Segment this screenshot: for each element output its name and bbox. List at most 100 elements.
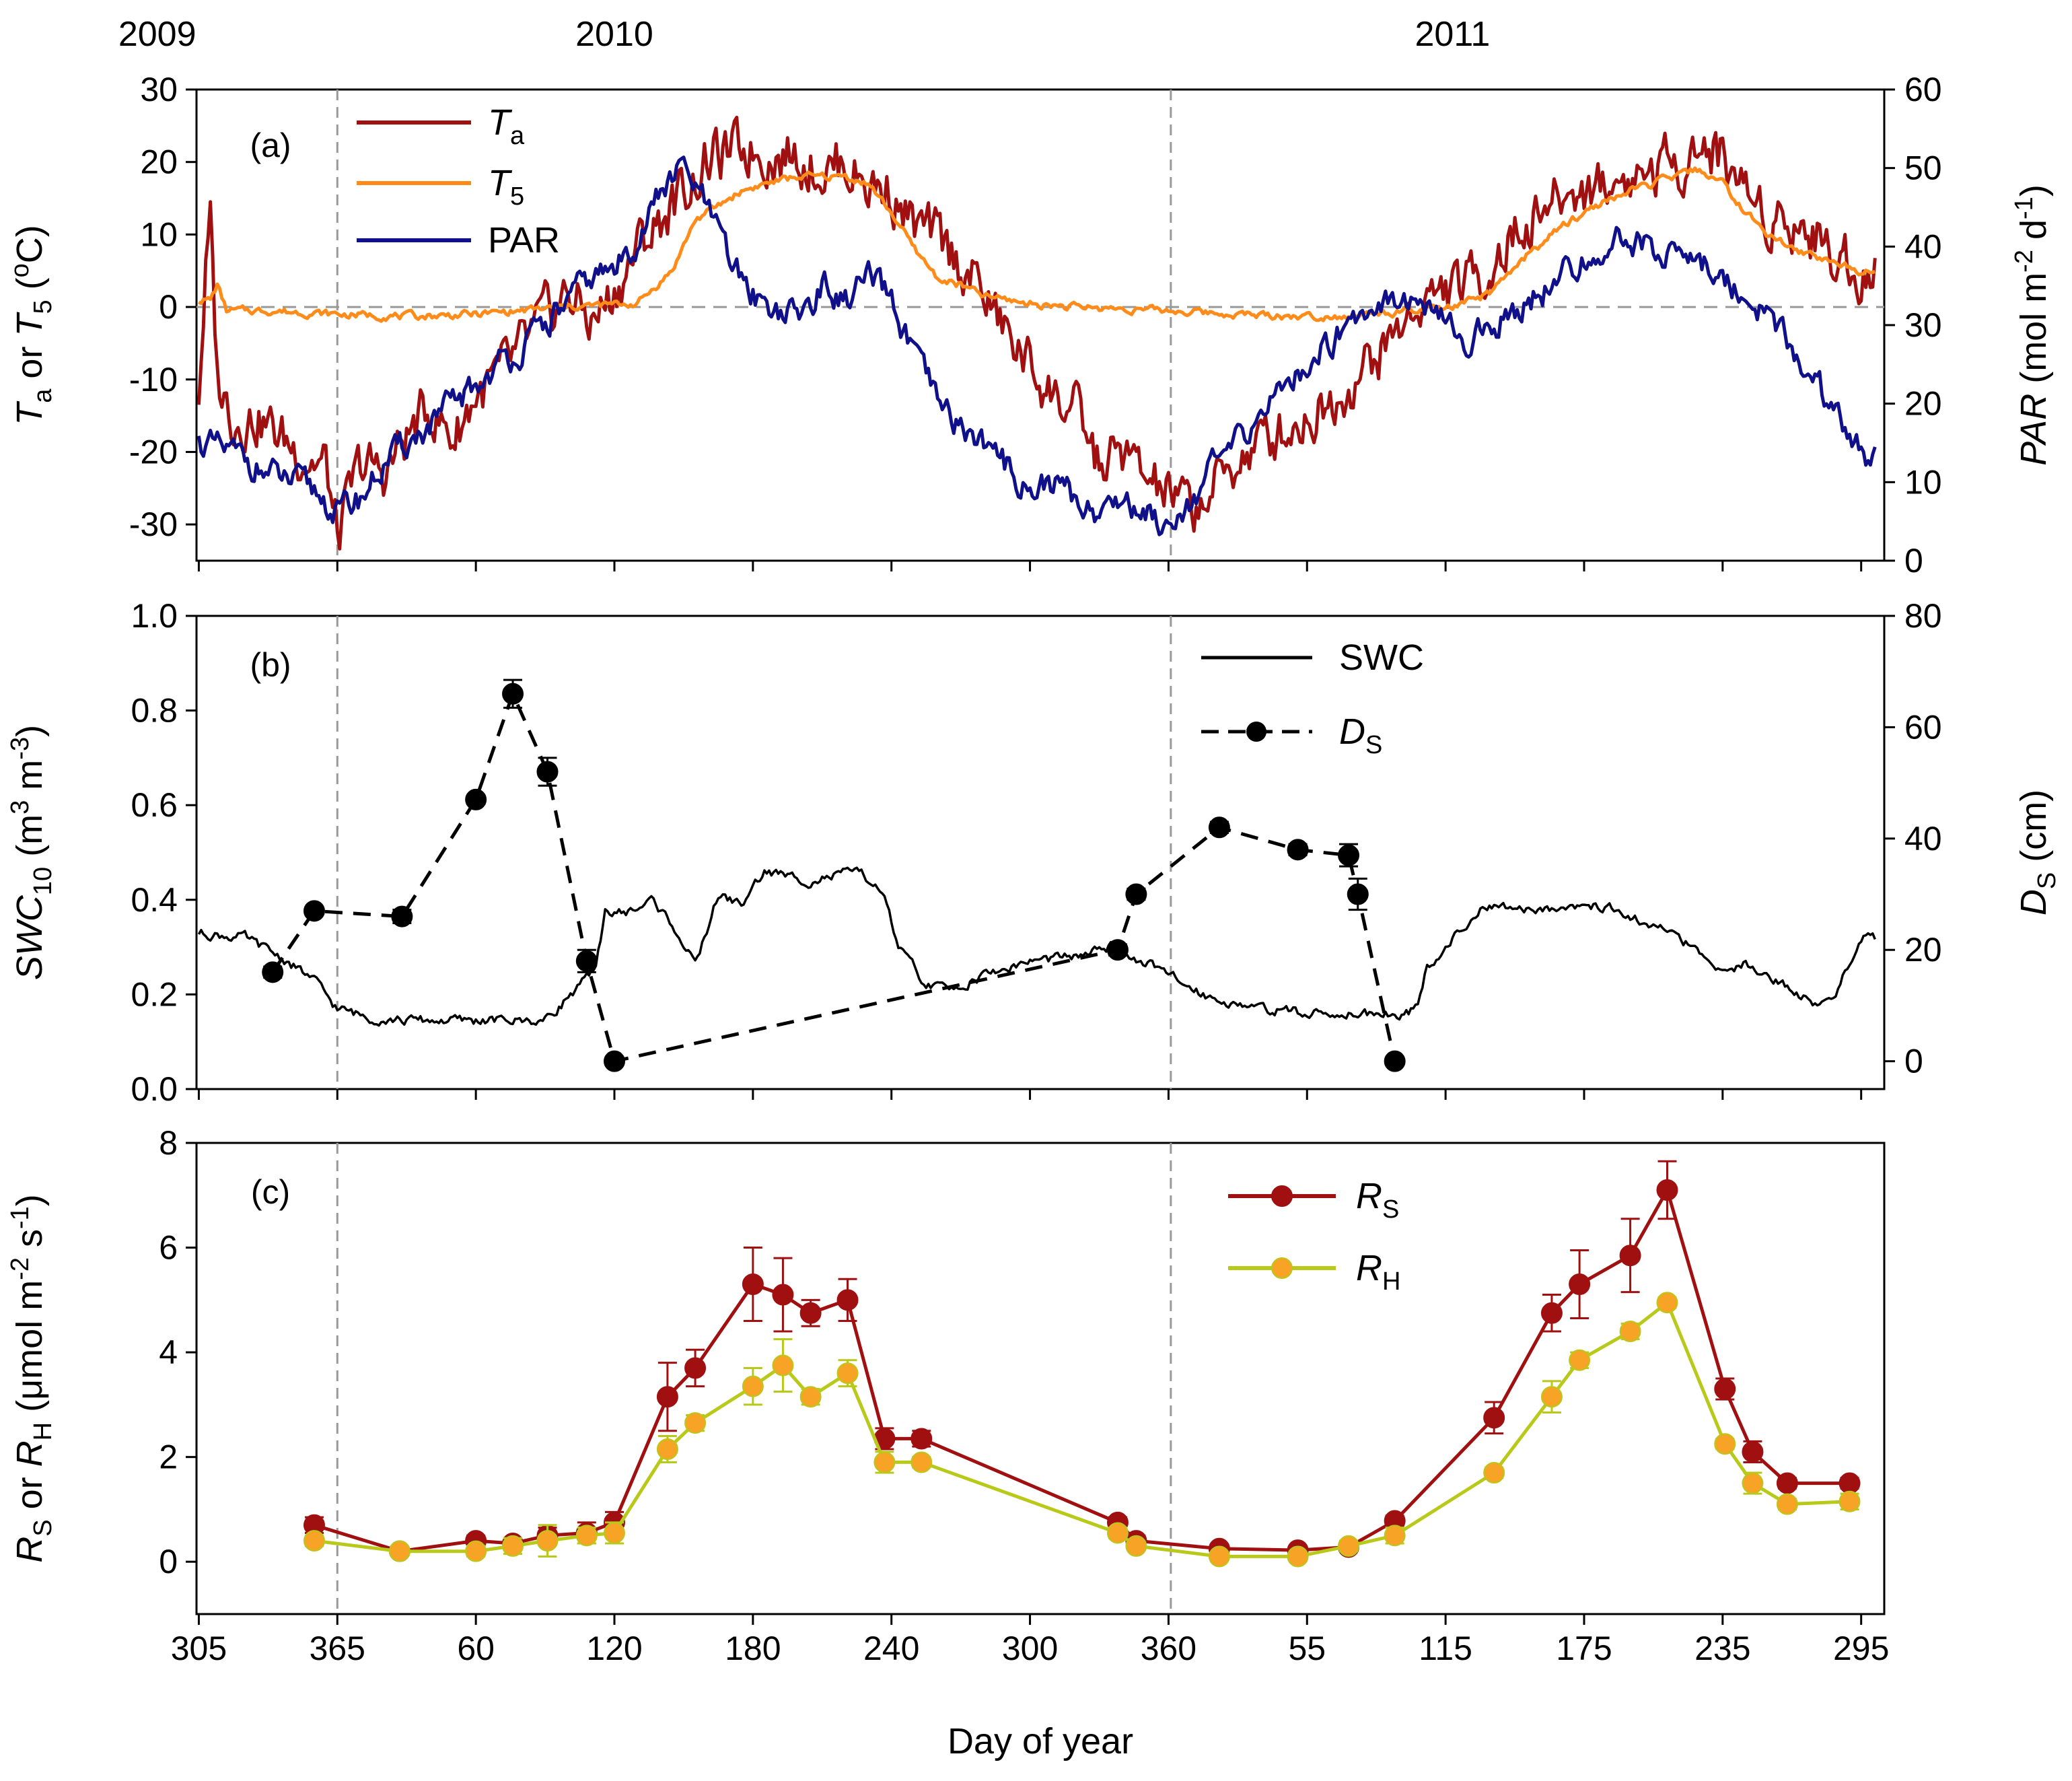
axis-label-part: 10 (29, 867, 57, 895)
data-point-DS (1338, 844, 1360, 866)
axis-label-part: ) (9, 1194, 50, 1206)
legend-marker-RH (1271, 1257, 1293, 1279)
x-tick-label: 365 (310, 1630, 365, 1667)
y-left-tick-label: -20 (129, 433, 178, 470)
series-line-RS (314, 1185, 1850, 1553)
data-point-RH (1540, 1386, 1563, 1408)
axis-label-part: d (2013, 219, 2054, 250)
y-left-tick-label: 20 (140, 143, 178, 181)
data-point-DS (536, 761, 559, 783)
data-point-RS (1838, 1472, 1861, 1494)
axis-label-part: R (9, 1440, 50, 1467)
y-left-tick-label: 0 (159, 1543, 178, 1580)
data-point-DS (1347, 883, 1369, 905)
data-point-DS (1287, 839, 1309, 861)
legend-label-sub: a (510, 122, 525, 150)
axis-label-part: R (9, 1537, 50, 1563)
data-point-RH (836, 1362, 859, 1385)
data-point-RH (603, 1522, 625, 1544)
legend-label-main: PAR (488, 220, 560, 260)
data-point-DS (603, 1050, 625, 1072)
x-tick-label: 295 (1833, 1630, 1889, 1667)
data-point-RS (910, 1428, 933, 1450)
data-point-RS (1540, 1302, 1563, 1324)
x-tick-label: 180 (725, 1630, 781, 1667)
data-point-RH (465, 1540, 487, 1562)
plot-frame (195, 1142, 1886, 1615)
plot-frame (195, 615, 1886, 1090)
data-point-DS (262, 961, 284, 983)
x-tick-label: 235 (1694, 1630, 1750, 1667)
legend-label-main: R (1356, 1248, 1382, 1288)
data-point-RH (1125, 1535, 1147, 1557)
data-point-RH (1569, 1349, 1591, 1371)
x-tick-label: 115 (1419, 1630, 1472, 1667)
data-point-DS (575, 950, 598, 972)
y-left-tick-label: -10 (129, 361, 178, 398)
data-point-DS (303, 900, 325, 922)
data-point-DS (1125, 883, 1147, 905)
y-left-tick-label: 10 (140, 215, 178, 253)
data-point-RS (742, 1273, 764, 1295)
y-left-tick-label: 6 (159, 1229, 178, 1267)
series-line-PAR (197, 155, 1877, 536)
axis-label-part: D (2013, 889, 2054, 915)
y-right-tick-label: 40 (1904, 820, 1942, 858)
series-line-RH (314, 1300, 1850, 1558)
data-point-RH (1208, 1545, 1230, 1568)
legend-label-RH: RH (1356, 1248, 1400, 1296)
axis-label-part: or (9, 337, 50, 389)
legend-label-sub: S (1365, 731, 1382, 759)
y-left-tick-label: 0 (159, 288, 178, 326)
axis-label-part: PAR (2013, 394, 2054, 466)
data-point-RH (1619, 1321, 1641, 1342)
data-point-RH (303, 1530, 325, 1552)
legend-label-main: R (1356, 1176, 1382, 1216)
year-label-2011: 2011 (1415, 15, 1491, 54)
data-point-DS (502, 683, 524, 705)
legend-label-PAR: PAR (488, 220, 560, 260)
axis-label-part: s (9, 1229, 50, 1257)
y-left-tick-label: 1.0 (131, 597, 178, 635)
legend-label-main: T (488, 102, 513, 143)
data-point-RH (502, 1535, 524, 1557)
data-point-RS (1656, 1179, 1678, 1201)
data-point-RS (684, 1357, 707, 1379)
x-tick-label: 120 (586, 1630, 642, 1667)
x-tick-label: 305 (171, 1630, 227, 1667)
data-point-RS (1742, 1440, 1764, 1463)
y-left-tick-label: 8 (159, 1124, 178, 1162)
x-tick-label: 240 (863, 1630, 919, 1667)
y-left-tick-label: 0.4 (131, 881, 178, 919)
data-point-RH (388, 1540, 410, 1562)
axis-label-part: ) (2013, 184, 2054, 197)
data-point-DS (1208, 816, 1230, 839)
legend-label-RS: RS (1356, 1176, 1399, 1224)
legend-label-main: SWC (1339, 637, 1424, 678)
axis-label-part: o (6, 263, 34, 277)
data-point-RH (1106, 1522, 1129, 1544)
axis-label-part: -2 (6, 1257, 34, 1280)
axis-label-part: ) (9, 725, 50, 737)
data-point-RS (1569, 1273, 1591, 1295)
data-point-RS (799, 1302, 822, 1324)
legend-label-sub: 5 (510, 182, 524, 211)
y-right-axis-label: DS (cm) (2013, 790, 2061, 915)
y-right-axis-label: PAR (mol m-2 d-1) (2010, 184, 2054, 466)
axis-label-part: 3 (6, 800, 34, 814)
legend-label-sub: S (1382, 1195, 1399, 1224)
y-left-tick-label: 0.0 (131, 1070, 178, 1108)
data-point-RS (772, 1284, 794, 1306)
panel-label-a: (a) (250, 127, 291, 164)
y-right-tick-label: 20 (1904, 931, 1942, 969)
panel-c: 305 365 60 120 180 240 300 360 55 115 175 235 295 0 2 4… (6, 1124, 1889, 1667)
legend-label-SWC: SWC (1339, 637, 1424, 678)
data-point-RS (1776, 1472, 1798, 1494)
axis-label-part: S (29, 1519, 57, 1536)
data-point-RS (656, 1386, 678, 1408)
axis-label-part: -2 (2010, 250, 2038, 273)
data-point-RH (1714, 1433, 1736, 1455)
data-point-RH (1742, 1472, 1764, 1494)
x-tick-label: 175 (1556, 1630, 1612, 1667)
y-left-tick-label: 2 (159, 1438, 178, 1476)
